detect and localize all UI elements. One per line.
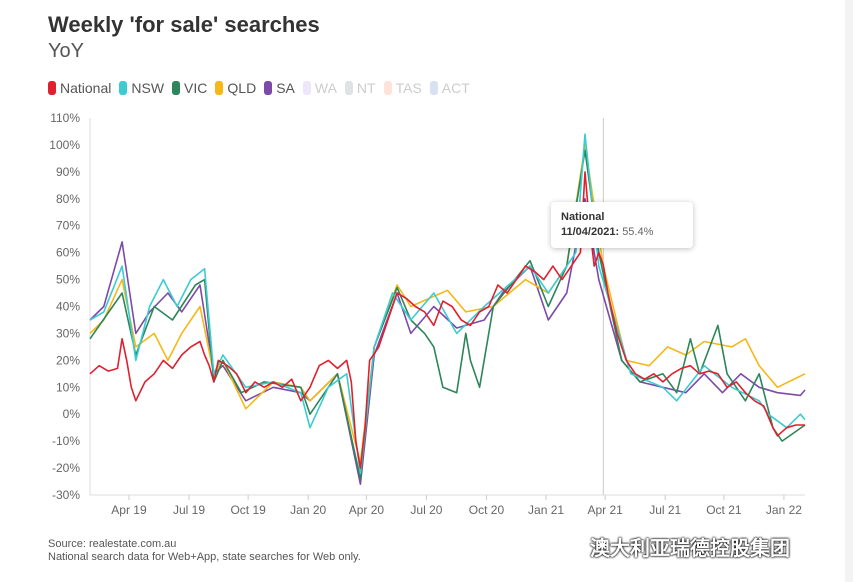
legend-label: WA xyxy=(314,80,337,96)
legend-label: NSW xyxy=(131,80,165,96)
y-tick-label: 0% xyxy=(63,407,81,421)
legend-item-national[interactable]: National xyxy=(48,80,111,96)
legend-item-act[interactable]: ACT xyxy=(429,80,470,96)
legend-swatch xyxy=(302,81,311,95)
legend-swatch xyxy=(383,81,392,95)
legend-swatch xyxy=(429,81,438,95)
legend-label: NT xyxy=(356,80,376,96)
legend-item-nt[interactable]: NT xyxy=(344,80,376,96)
chart-title: Weekly 'for sale' searches xyxy=(48,12,320,37)
tooltip-series: National xyxy=(561,211,605,223)
legend-item-vic[interactable]: VIC xyxy=(172,80,207,96)
chart-subtitle: YoY xyxy=(48,40,84,62)
legend-item-sa[interactable]: SA xyxy=(264,80,295,96)
y-tick-label: -20% xyxy=(52,461,80,475)
y-tick-label: 70% xyxy=(56,219,80,233)
y-tick-label: 110% xyxy=(50,111,80,125)
legend-item-qld[interactable]: QLD xyxy=(215,80,256,96)
y-tick-label: 90% xyxy=(56,165,80,179)
legend-label: National xyxy=(60,80,112,96)
legend-label: SA xyxy=(276,80,295,96)
x-tick-label: Jan 21 xyxy=(528,503,564,517)
y-tick-label: 60% xyxy=(56,246,80,260)
legend-swatch xyxy=(344,81,353,95)
scrollbar[interactable] xyxy=(845,0,853,582)
legend-label: QLD xyxy=(227,80,257,96)
y-tick-label: -10% xyxy=(52,434,80,448)
y-tick-label: 10% xyxy=(56,380,80,394)
x-tick-label: Jan 22 xyxy=(766,503,802,517)
x-tick-label: Oct 20 xyxy=(469,503,505,517)
legend-swatch xyxy=(215,81,224,95)
series-line-vic xyxy=(89,149,806,480)
x-tick-label: Jul 19 xyxy=(173,503,205,517)
x-tick-label: Apr 21 xyxy=(587,503,623,517)
legend-label: VIC xyxy=(184,80,208,96)
x-tick-label: Oct 21 xyxy=(706,503,742,517)
tooltip-value: 55.4% xyxy=(622,226,654,238)
x-tick-label: Jan 20 xyxy=(290,503,326,517)
legend-label: ACT xyxy=(441,80,470,96)
footer: Source: realestate.com.au National searc… xyxy=(48,538,361,564)
tooltip: National 11/04/2021: 55.4% xyxy=(551,202,693,248)
x-tick-label: Jul 21 xyxy=(649,503,681,517)
y-tick-label: 100% xyxy=(49,138,80,152)
y-tick-label: 30% xyxy=(56,326,80,340)
data-note: National search data for Web+App, state … xyxy=(48,551,361,563)
y-tick-label: 50% xyxy=(56,273,80,287)
y-tick-label: 20% xyxy=(56,353,80,367)
legend-item-nsw[interactable]: NSW xyxy=(119,80,164,96)
legend-swatch xyxy=(172,81,181,95)
series-line-national xyxy=(89,171,805,469)
legend: National NSW VIC QLD SA WA NT TAS ACT xyxy=(48,80,470,96)
series-line-nsw xyxy=(89,133,806,475)
legend-label: TAS xyxy=(395,80,422,96)
series-line-sa xyxy=(89,198,806,485)
y-tick-label: -30% xyxy=(52,488,80,502)
source-note: Source: realestate.com.au xyxy=(48,538,177,550)
tooltip-date: 11/04/2021: xyxy=(561,226,620,238)
legend-item-tas[interactable]: TAS xyxy=(383,80,422,96)
legend-item-wa[interactable]: WA xyxy=(302,80,337,96)
x-tick-label: Jul 20 xyxy=(410,503,442,517)
watermark: 澳大利亚瑞德控股集团 xyxy=(590,538,790,560)
x-tick-label: Apr 20 xyxy=(349,503,385,517)
y-tick-label: 80% xyxy=(56,192,80,206)
x-tick-label: Apr 19 xyxy=(111,503,147,517)
legend-swatch xyxy=(119,81,128,95)
y-tick-label: 40% xyxy=(56,300,80,314)
x-tick-label: Oct 19 xyxy=(230,503,266,517)
legend-swatch xyxy=(48,81,56,95)
legend-swatch xyxy=(264,81,273,95)
